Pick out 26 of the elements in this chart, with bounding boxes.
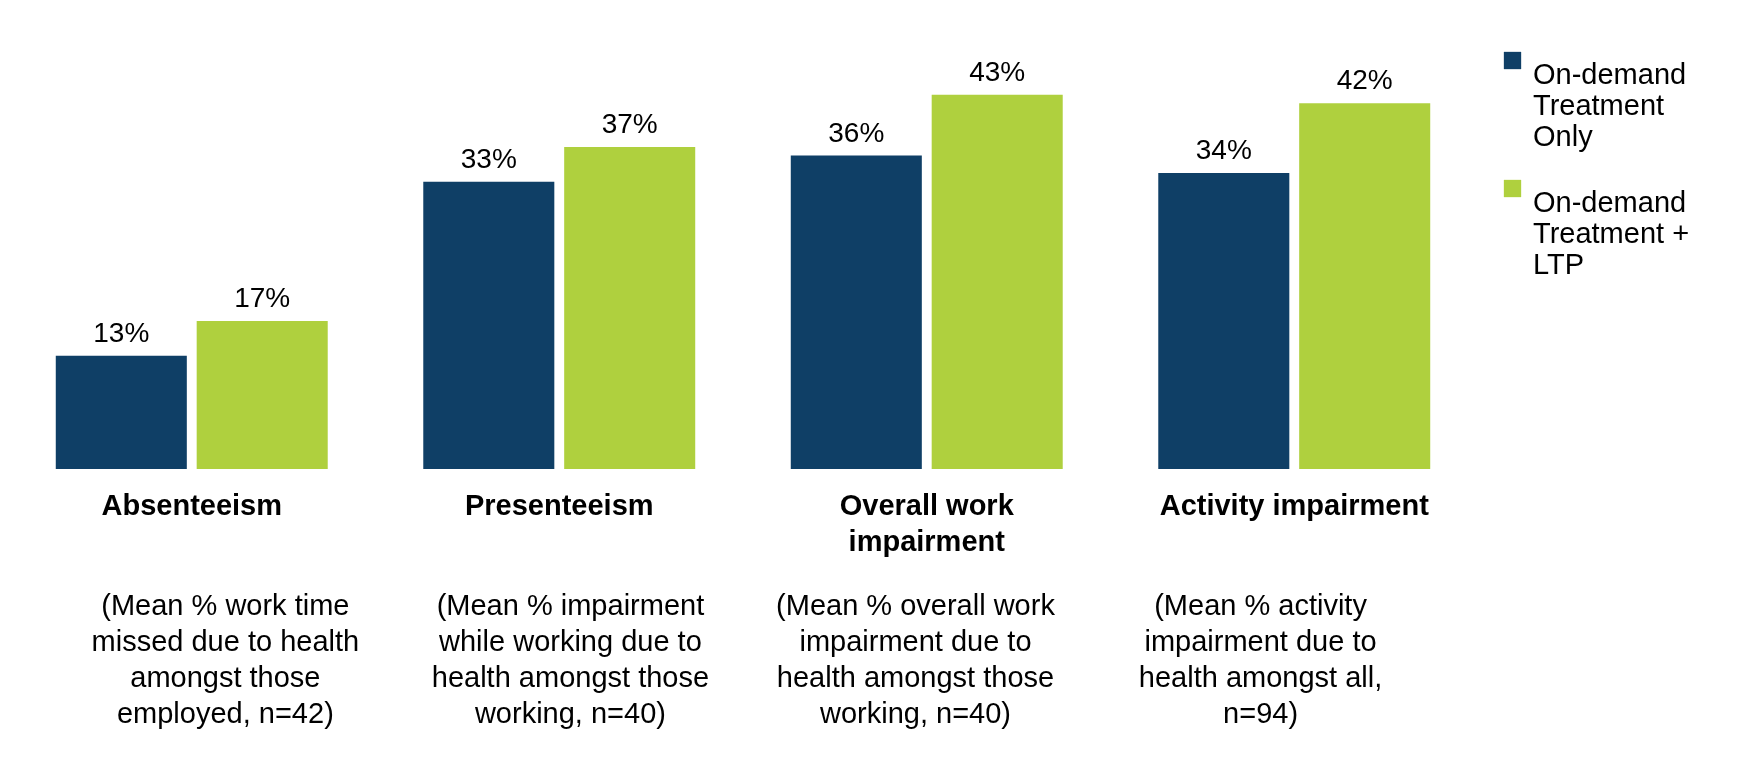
- data-label: 36%: [828, 116, 885, 148]
- bar: [55, 355, 187, 469]
- bar: [931, 94, 1063, 469]
- data-label: 33%: [460, 142, 517, 174]
- bar: [1158, 173, 1290, 469]
- data-label: 43%: [969, 55, 1026, 87]
- bar: [564, 146, 696, 469]
- bar: [790, 155, 922, 469]
- text: (Mean % overall work impairment due to health amongst those working, n=40): [775, 588, 1056, 731]
- bar: [1299, 103, 1431, 469]
- bar: [196, 321, 328, 469]
- x-tick-label: Activity impairment: [1159, 488, 1430, 521]
- data-label: 42%: [1336, 64, 1393, 96]
- legend-label: On-demand Treatment + LTP: [1533, 185, 1690, 280]
- data-label: 37%: [601, 107, 658, 139]
- text: (Mean % activity impairment due to health amongst all, n=94): [1137, 588, 1384, 731]
- data-label: 13%: [93, 316, 150, 348]
- x-tick-label: Overall work impairment: [839, 488, 1015, 557]
- data-label: 34%: [1195, 134, 1252, 166]
- legend-label: On-demand Treatment Only: [1533, 57, 1687, 152]
- bar: [423, 181, 555, 469]
- text: (Mean % impairment while working due to health amongst those working, n=40): [430, 588, 711, 731]
- x-tick-label: Absenteeism: [101, 488, 283, 521]
- data-label: 17%: [234, 282, 291, 314]
- x-tick-label: Presenteeism: [464, 488, 654, 521]
- text: (Mean % work time missed due to health amongst those employed, n=42): [90, 588, 361, 731]
